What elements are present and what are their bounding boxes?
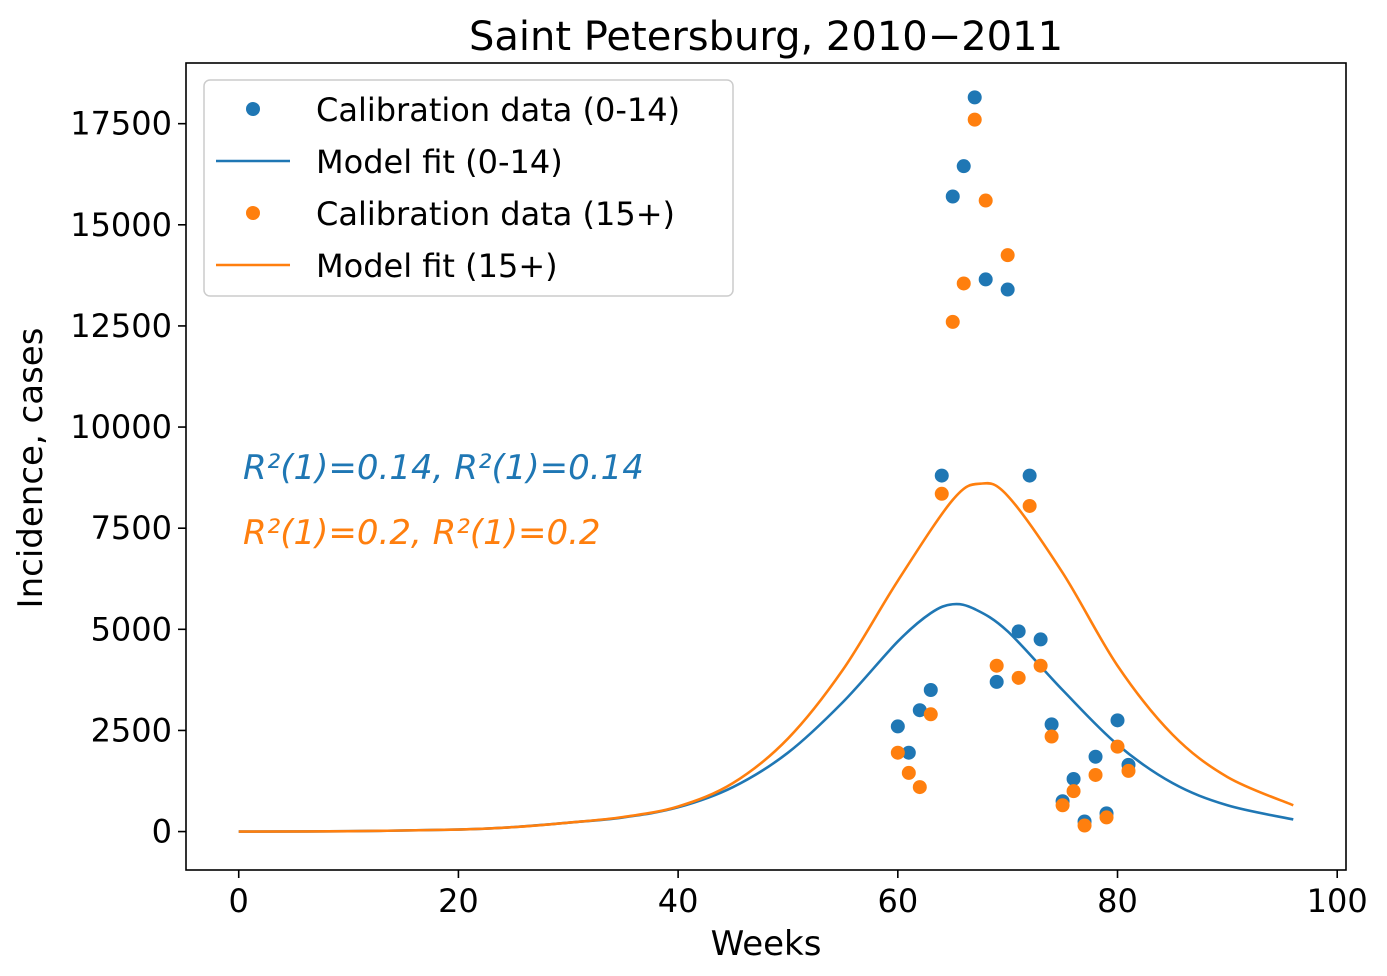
legend: Calibration data (0-14) Model fit (0-14) C… bbox=[203, 79, 734, 297]
y-tick-label: 17500 bbox=[70, 105, 172, 143]
data-point-0 bbox=[934, 468, 949, 483]
data-point-0 bbox=[923, 682, 938, 697]
y-tick-label: 2500 bbox=[91, 711, 172, 749]
data-point-1 bbox=[934, 486, 949, 501]
data-point-1 bbox=[1088, 767, 1103, 782]
data-point-1 bbox=[1055, 798, 1070, 813]
data-point-1 bbox=[1044, 729, 1059, 744]
data-point-1 bbox=[1000, 248, 1015, 263]
plot-marks bbox=[238, 90, 1294, 833]
y-tick-label: 7500 bbox=[91, 509, 172, 547]
data-point-0 bbox=[1088, 749, 1103, 764]
data-point-1 bbox=[1099, 810, 1114, 825]
legend-marker bbox=[246, 206, 260, 220]
data-point-1 bbox=[1066, 784, 1081, 799]
plot-frame bbox=[185, 62, 1347, 871]
x-tick-label: 100 bbox=[1307, 882, 1368, 920]
data-point-0 bbox=[1110, 713, 1125, 728]
data-point-0 bbox=[956, 159, 971, 174]
x-tick-label: 20 bbox=[438, 882, 479, 920]
legend-label: Calibration data (15+) bbox=[316, 195, 675, 233]
data-point-1 bbox=[978, 193, 993, 208]
y-axis-label: Incidence, cases bbox=[11, 328, 51, 609]
legend-label: Model fit (0-14) bbox=[316, 143, 563, 181]
data-point-0 bbox=[890, 719, 905, 734]
model-line-1 bbox=[238, 481, 1294, 833]
data-point-0 bbox=[1022, 468, 1037, 483]
data-point-0 bbox=[1044, 717, 1059, 732]
x-tick-label: 80 bbox=[1097, 882, 1138, 920]
data-point-0 bbox=[1033, 632, 1048, 647]
y-tick-label: 0 bbox=[152, 813, 172, 851]
data-point-1 bbox=[967, 112, 982, 127]
r-squared-annotation: R²(1)=0.2, R²(1)=0.2 bbox=[243, 513, 601, 553]
legend-box bbox=[203, 79, 734, 297]
data-point-0 bbox=[945, 189, 960, 204]
data-point-1 bbox=[1022, 498, 1037, 513]
y-tick-label: 5000 bbox=[91, 610, 172, 648]
data-point-0 bbox=[1000, 282, 1015, 297]
data-point-1 bbox=[1011, 670, 1026, 685]
y-tick-label: 12500 bbox=[70, 307, 172, 345]
data-point-0 bbox=[978, 272, 993, 287]
legend-label: Calibration data (0-14) bbox=[316, 91, 680, 129]
r-squared-annotation: R²(1)=0.14, R²(1)=0.14 bbox=[243, 448, 644, 488]
data-point-1 bbox=[1110, 739, 1125, 754]
data-point-1 bbox=[1121, 763, 1136, 778]
x-tick-label: 0 bbox=[229, 882, 249, 920]
data-point-0 bbox=[989, 674, 1004, 689]
x-axis-label: Weeks bbox=[711, 924, 822, 964]
x-tick-label: 40 bbox=[658, 882, 699, 920]
data-point-1 bbox=[923, 707, 938, 722]
x-tick-label: 60 bbox=[877, 882, 918, 920]
y-tick-label: 15000 bbox=[70, 206, 172, 244]
data-point-1 bbox=[912, 780, 927, 795]
y-tick-label: 10000 bbox=[70, 408, 172, 446]
annotations: R²(1)=0.14, R²(1)=0.14 R²(1)=0.2, R²(1)=0… bbox=[243, 448, 644, 553]
data-point-1 bbox=[1077, 818, 1092, 833]
data-point-0 bbox=[967, 90, 982, 105]
data-point-1 bbox=[956, 276, 971, 291]
data-point-0 bbox=[912, 703, 927, 718]
data-point-1 bbox=[890, 745, 905, 760]
legend-label: Model fit (15+) bbox=[316, 247, 558, 285]
data-point-1 bbox=[1033, 658, 1048, 673]
legend-marker bbox=[246, 102, 260, 116]
data-point-1 bbox=[945, 314, 960, 329]
data-point-0 bbox=[901, 745, 916, 760]
data-point-1 bbox=[989, 658, 1004, 673]
data-point-1 bbox=[901, 765, 916, 780]
data-point-0 bbox=[1066, 771, 1081, 786]
chart-title: Saint Petersburg, 2010−2011 bbox=[469, 14, 1063, 60]
data-point-0 bbox=[1011, 624, 1026, 639]
axes: 0 20 40 60 80 100 0 2500 5000 7500 10000 12500 15000… bbox=[70, 105, 1368, 920]
